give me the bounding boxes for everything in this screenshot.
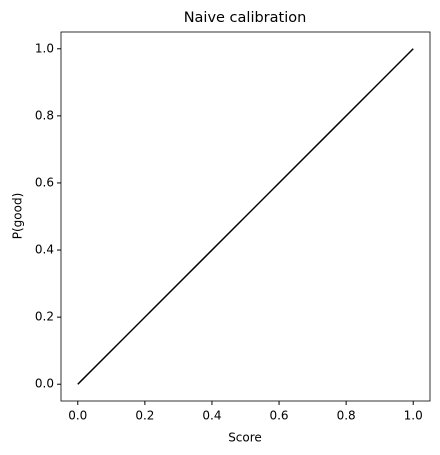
y-tick-label: 0.8 xyxy=(35,108,54,122)
line xyxy=(77,48,414,385)
axes-frame xyxy=(60,31,431,402)
x-tick-label: 0.8 xyxy=(337,409,356,423)
x-tick-label: 0.2 xyxy=(135,409,154,423)
y-tick-label: 0.0 xyxy=(35,377,54,391)
x-tick-label: 0.0 xyxy=(68,409,87,423)
y-tick-label: 0.2 xyxy=(35,310,54,324)
y-tick-label: 1.0 xyxy=(35,41,54,55)
chart-title: Naive calibration xyxy=(184,10,307,26)
x-tick-label: 0.4 xyxy=(202,409,221,423)
y-axis-label: P(good) xyxy=(11,193,25,240)
x-tick-label: 0.6 xyxy=(269,409,288,423)
x-axis-label: Score xyxy=(228,431,262,445)
y-tick-label: 0.6 xyxy=(35,175,54,189)
x-tick-label: 1.0 xyxy=(404,409,423,423)
y-tick-label: 0.4 xyxy=(35,243,54,257)
